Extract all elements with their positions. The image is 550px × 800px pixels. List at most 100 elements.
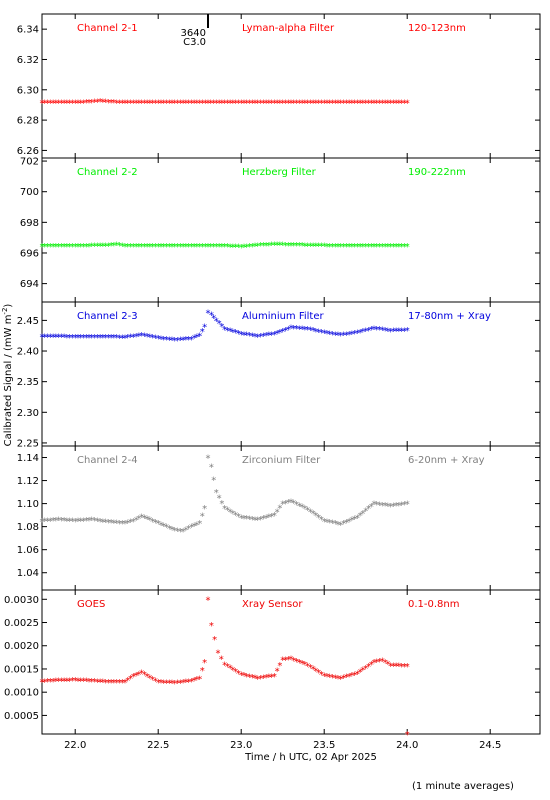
data-point: * xyxy=(358,511,363,522)
data-point: * xyxy=(388,661,393,672)
x-tick-label: 24.0 xyxy=(396,740,418,751)
data-point: * xyxy=(84,98,89,109)
data-point: * xyxy=(324,242,329,253)
data-point: * xyxy=(297,241,302,252)
data-point: * xyxy=(48,332,53,343)
data-point: * xyxy=(349,99,354,110)
data-point: * xyxy=(70,242,75,253)
data-point: * xyxy=(360,242,365,253)
data-point: * xyxy=(338,331,343,342)
data-point: * xyxy=(305,661,310,672)
data-point: * xyxy=(225,242,230,253)
data-point: * xyxy=(70,333,75,344)
data-point: * xyxy=(178,99,183,110)
data-point: * xyxy=(64,99,69,110)
data-point: * xyxy=(56,333,61,344)
data-point: * xyxy=(258,241,263,252)
data-point: * xyxy=(73,99,78,110)
data-point: * xyxy=(145,332,150,343)
data-point: * xyxy=(394,242,399,253)
data-point: * xyxy=(156,519,161,530)
data-point: * xyxy=(344,242,349,253)
data-point: * xyxy=(131,332,136,343)
x-tick-label: 24.5 xyxy=(479,740,501,751)
data-point: * xyxy=(153,518,158,529)
data-point: * xyxy=(327,242,332,253)
data-point: * xyxy=(175,242,180,253)
data-point: * xyxy=(51,516,56,527)
data-point: * xyxy=(322,671,327,682)
data-point: * xyxy=(206,454,211,465)
data-point: * xyxy=(374,242,379,253)
data-point: * xyxy=(203,242,208,253)
data-point: * xyxy=(363,664,368,675)
data-point: * xyxy=(200,666,205,677)
data-point: * xyxy=(73,333,78,344)
data-point: * xyxy=(64,242,69,253)
data-point: * xyxy=(369,660,374,671)
panel-3: 2.25 2.30 2.35 2.40 2.45 Channel 2-3 Aluminium… xyxy=(17,301,541,449)
data-point: * xyxy=(51,333,56,344)
band-label: 0.1-0.8nm xyxy=(408,599,460,610)
data-point: * xyxy=(59,516,64,527)
data-point: * xyxy=(300,325,305,336)
data-point: * xyxy=(269,99,274,110)
data-point: * xyxy=(241,330,246,341)
data-point: * xyxy=(289,655,294,666)
data-point: * xyxy=(153,676,158,687)
data-point: * xyxy=(150,242,155,253)
data-point: * xyxy=(275,329,280,340)
data-point: * xyxy=(62,516,67,527)
data-point: * xyxy=(366,326,371,337)
data-point: * xyxy=(100,241,105,252)
data-point: * xyxy=(330,673,335,684)
data-point: * xyxy=(291,324,296,335)
data-point: * xyxy=(156,242,161,253)
data-point: * xyxy=(131,517,136,528)
data-point: * xyxy=(134,242,139,253)
y-tick-label: 1.10 xyxy=(17,499,39,510)
data-point: * xyxy=(261,673,266,684)
filter-label: Herzberg Filter xyxy=(242,167,317,178)
data-point: * xyxy=(272,672,277,683)
data-point: * xyxy=(117,678,122,689)
data-point: * xyxy=(255,99,260,110)
data-point: * xyxy=(277,503,282,514)
data-point: * xyxy=(128,242,133,253)
data-point: * xyxy=(167,242,172,253)
data-point: * xyxy=(45,516,50,527)
data-point: * xyxy=(209,310,214,321)
y-tick-label: 6.34 xyxy=(17,25,39,36)
data-point: * xyxy=(385,660,390,671)
data-point: * xyxy=(300,503,305,514)
data-point: * xyxy=(95,242,100,253)
data-point: * xyxy=(150,333,155,344)
averaging-footnote: (1 minute averages) xyxy=(412,781,514,792)
data-point: * xyxy=(385,502,390,513)
data-point: * xyxy=(225,99,230,110)
data-point: * xyxy=(383,501,388,512)
data-point: * xyxy=(128,99,133,110)
data-point: * xyxy=(264,673,269,684)
data-point: * xyxy=(241,99,246,110)
data-point: * xyxy=(208,242,213,253)
data-point: * xyxy=(111,241,116,252)
data-point: * xyxy=(142,513,147,524)
data-point: * xyxy=(219,242,224,253)
data-point: * xyxy=(64,516,69,527)
data-point: * xyxy=(405,662,410,673)
data-point: * xyxy=(300,241,305,252)
data-point: * xyxy=(230,99,235,110)
data-point: * xyxy=(225,506,230,517)
data-point: * xyxy=(222,325,227,336)
data-point: * xyxy=(183,242,188,253)
data-point: * xyxy=(255,332,260,343)
data-point: * xyxy=(78,242,83,253)
data-point: * xyxy=(215,649,220,660)
data-point: * xyxy=(319,242,324,253)
data-point: * xyxy=(383,658,388,669)
data-point: * xyxy=(233,328,238,339)
panel-frame xyxy=(41,13,541,159)
data-point: * xyxy=(352,670,357,681)
panel-2: 694 696 698 700 702 Channel 2-2 Herzberg Filte… xyxy=(20,157,541,303)
